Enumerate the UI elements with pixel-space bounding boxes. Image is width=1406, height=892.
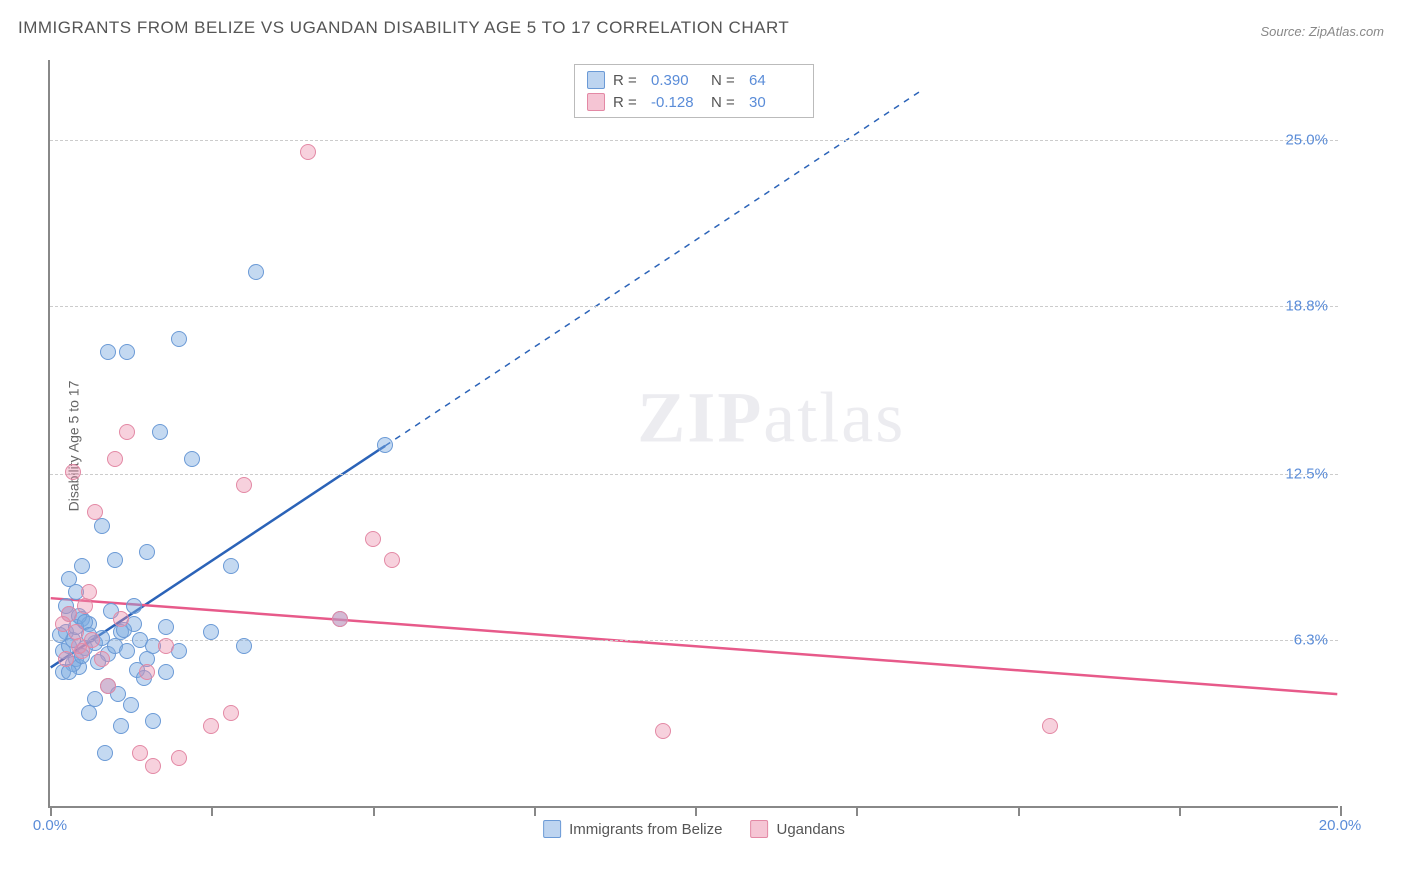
scatter-point [158, 619, 174, 635]
scatter-point [119, 344, 135, 360]
scatter-point [145, 758, 161, 774]
scatter-point [61, 571, 77, 587]
x-tick [50, 806, 52, 816]
r-value-ugandans: -0.128 [651, 94, 703, 111]
scatter-point [236, 477, 252, 493]
x-tick [1018, 806, 1020, 816]
scatter-point [377, 437, 393, 453]
scatter-point [236, 638, 252, 654]
correlation-row-belize: R = 0.390 N = 64 [587, 69, 801, 91]
scatter-point [384, 552, 400, 568]
scatter-point [132, 745, 148, 761]
scatter-point [332, 611, 348, 627]
swatch-ugandans [750, 820, 768, 838]
y-tick-label: 6.3% [1294, 631, 1328, 648]
scatter-point [145, 713, 161, 729]
scatter-point [94, 651, 110, 667]
scatter-point [158, 638, 174, 654]
scatter-point [655, 723, 671, 739]
gridline [50, 306, 1338, 307]
chart-container: IMMIGRANTS FROM BELIZE VS UGANDAN DISABI… [0, 0, 1406, 892]
scatter-point [107, 552, 123, 568]
correlation-legend: R = 0.390 N = 64 R = -0.128 N = 30 [574, 64, 814, 118]
swatch-belize [543, 820, 561, 838]
scatter-point [58, 651, 74, 667]
scatter-point [1042, 718, 1058, 734]
scatter-point [223, 558, 239, 574]
scatter-point [300, 144, 316, 160]
series-legend: Immigrants from Belize Ugandans [543, 820, 845, 838]
n-value-belize: 64 [749, 72, 801, 89]
scatter-point [123, 697, 139, 713]
scatter-point [100, 678, 116, 694]
x-tick [695, 806, 697, 816]
x-tick [373, 806, 375, 816]
plot-area: ZIPatlas R = 0.390 N = 64 R = -0.128 N =… [48, 60, 1338, 808]
y-tick-label: 25.0% [1285, 132, 1328, 149]
r-value-belize: 0.390 [651, 72, 703, 89]
scatter-point [107, 451, 123, 467]
scatter-point [139, 664, 155, 680]
x-tick [211, 806, 213, 816]
scatter-point [203, 624, 219, 640]
scatter-point [77, 598, 93, 614]
x-tick [1340, 806, 1342, 816]
y-tick-label: 18.8% [1285, 297, 1328, 314]
x-tick-label: 0.0% [33, 817, 67, 834]
scatter-point [119, 643, 135, 659]
x-tick-label: 20.0% [1319, 817, 1362, 834]
n-value-ugandans: 30 [749, 94, 801, 111]
scatter-point [139, 544, 155, 560]
scatter-point [119, 424, 135, 440]
scatter-point [113, 611, 129, 627]
legend-label-ugandans: Ugandans [776, 821, 844, 838]
scatter-point [184, 451, 200, 467]
scatter-point [158, 664, 174, 680]
x-tick [534, 806, 536, 816]
scatter-point [113, 718, 129, 734]
scatter-point [87, 691, 103, 707]
scatter-point [171, 750, 187, 766]
scatter-point [87, 504, 103, 520]
scatter-point [152, 424, 168, 440]
scatter-point [203, 718, 219, 734]
n-label: N = [711, 72, 741, 89]
r-label: R = [613, 94, 643, 111]
swatch-ugandans [587, 93, 605, 111]
legend-item-ugandans: Ugandans [750, 820, 844, 838]
scatter-point [97, 745, 113, 761]
scatter-point [65, 464, 81, 480]
gridline [50, 474, 1338, 475]
scatter-point [171, 331, 187, 347]
n-label: N = [711, 94, 741, 111]
legend-item-belize: Immigrants from Belize [543, 820, 722, 838]
trendlines-svg [50, 60, 1338, 806]
scatter-point [365, 531, 381, 547]
scatter-point [223, 705, 239, 721]
swatch-belize [587, 71, 605, 89]
chart-title: IMMIGRANTS FROM BELIZE VS UGANDAN DISABI… [18, 18, 789, 38]
r-label: R = [613, 72, 643, 89]
scatter-point [84, 632, 100, 648]
scatter-point [100, 344, 116, 360]
legend-label-belize: Immigrants from Belize [569, 821, 722, 838]
x-tick [856, 806, 858, 816]
scatter-point [248, 264, 264, 280]
scatter-point [126, 598, 142, 614]
correlation-row-ugandans: R = -0.128 N = 30 [587, 91, 801, 113]
scatter-point [74, 558, 90, 574]
trendline-dashed [385, 92, 919, 446]
x-tick [1179, 806, 1181, 816]
source-credit: Source: ZipAtlas.com [1260, 24, 1384, 39]
y-tick-label: 12.5% [1285, 466, 1328, 483]
scatter-point [55, 616, 71, 632]
gridline [50, 140, 1338, 141]
